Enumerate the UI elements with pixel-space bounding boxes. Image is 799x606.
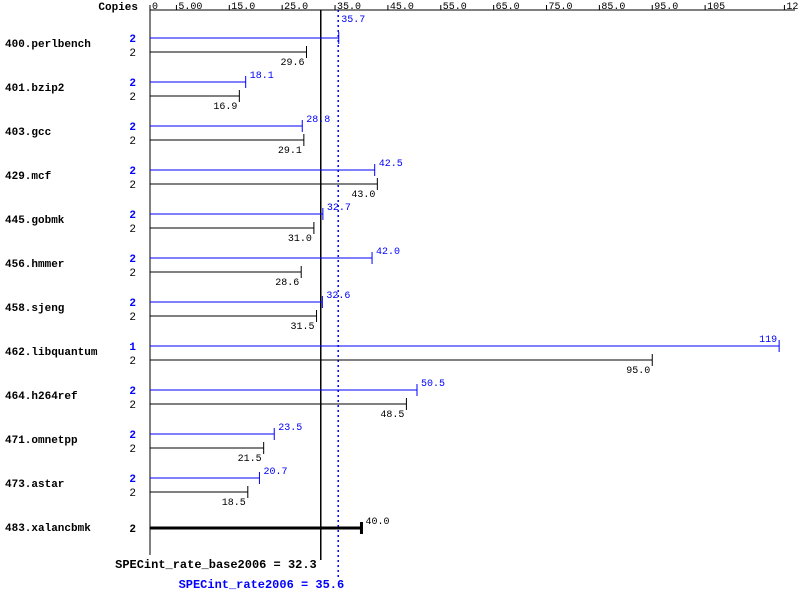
bar-value-label-peak: 20.7 <box>263 467 287 478</box>
copies-value-peak: 2 <box>129 122 136 134</box>
bar-value-label-peak: 28.8 <box>306 115 330 126</box>
x-tick-label: 25.0 <box>284 2 308 13</box>
x-tick-label: 120 <box>786 2 799 13</box>
bar-value-label-base: 16.9 <box>213 102 237 113</box>
bar-value-label-base: 29.6 <box>280 58 304 69</box>
bar-value-label-peak: 50.5 <box>421 379 445 390</box>
bar-value-label-peak: 23.5 <box>278 423 302 434</box>
bar-value-label-base: 18.5 <box>222 498 246 509</box>
spec-rate-chart: 0 5.00 15.0 25.0 35.0 45.0 55.0 65.0 75.0 85.0 95.… <box>0 0 799 606</box>
bar-value-label-base: 28.6 <box>275 278 299 289</box>
benchmark-label: 483.xalancbmk <box>5 523 91 535</box>
copies-value-base: 2 <box>129 488 136 500</box>
copies-value-base: 2 <box>129 136 136 148</box>
benchmark-label: 401.bzip2 <box>5 83 64 95</box>
copies-value-base: 2 <box>129 180 136 192</box>
copies-value-base: 2 <box>129 356 136 368</box>
bar-value-label-base: 31.5 <box>291 322 315 333</box>
copies-value-peak: 2 <box>129 34 136 46</box>
x-tick-label: 55.0 <box>443 2 467 13</box>
benchmark-label: 445.gobmk <box>5 215 65 227</box>
benchmark-label: 429.mcf <box>5 171 52 183</box>
bar-value-label-peak: 119 <box>759 335 777 346</box>
benchmark-label: 400.perlbench <box>5 39 91 51</box>
copies-value-peak: 2 <box>129 386 136 398</box>
bar-value-label-base: 29.1 <box>278 146 302 157</box>
copies-value-peak: 1 <box>129 342 136 354</box>
bar-value-label-peak: 32.6 <box>326 291 350 302</box>
copies-value-base: 2 <box>129 400 136 412</box>
bar-value-label-base: 31.0 <box>288 234 312 245</box>
copies-value-base: 2 <box>129 48 136 60</box>
copies-value-base: 2 <box>129 92 136 104</box>
bar-value-label-base: 95.0 <box>626 366 650 377</box>
copies-value-peak: 2 <box>129 166 136 178</box>
benchmark-label: 464.h264ref <box>5 391 78 403</box>
x-tick-label: 65.0 <box>496 2 520 13</box>
x-tick-label: 45.0 <box>390 2 414 13</box>
bar-value-label-base: 43.0 <box>351 190 375 201</box>
bar-value-label-peak: 42.5 <box>379 159 403 170</box>
copies-value: 2 <box>129 524 136 536</box>
benchmark-label: 473.astar <box>5 479 64 491</box>
ref-peak-label: SPECint_rate2006 = 35.6 <box>179 578 345 592</box>
benchmark-label: 403.gcc <box>5 127 51 139</box>
x-tick-label: 85.0 <box>601 2 625 13</box>
copies-header: Copies <box>98 2 138 14</box>
copies-value-base: 2 <box>129 224 136 236</box>
benchmark-label: 462.libquantum <box>5 347 98 359</box>
x-tick-label: 5.00 <box>178 2 202 13</box>
ref-base-label: SPECint_rate_base2006 = 32.3 <box>115 558 317 572</box>
bar-value-label: 40.0 <box>365 517 389 528</box>
copies-value-peak: 2 <box>129 210 136 222</box>
x-tick-label: 0 <box>152 2 158 13</box>
copies-value-base: 2 <box>129 444 136 456</box>
x-tick-label: 105 <box>707 2 725 13</box>
copies-value-peak: 2 <box>129 78 136 90</box>
x-tick-label: 15.0 <box>231 2 255 13</box>
copies-value-peak: 2 <box>129 298 136 310</box>
benchmark-label: 471.omnetpp <box>5 435 78 447</box>
benchmark-label: 456.hmmer <box>5 259 64 271</box>
benchmark-label: 458.sjeng <box>5 303 64 315</box>
bar-value-label-base: 48.5 <box>380 410 404 421</box>
x-tick-label: 35.0 <box>337 2 361 13</box>
copies-value-peak: 2 <box>129 474 136 486</box>
bar-value-label-base: 21.5 <box>238 454 262 465</box>
copies-value-peak: 2 <box>129 254 136 266</box>
copies-value-peak: 2 <box>129 430 136 442</box>
copies-value-base: 2 <box>129 268 136 280</box>
ref-peak-top-label: 35.7 <box>341 15 365 26</box>
x-tick-label: 95.0 <box>654 2 678 13</box>
bar-value-label-peak: 18.1 <box>250 71 274 82</box>
bar-value-label-peak: 32.7 <box>327 203 351 214</box>
bar-value-label-peak: 42.0 <box>376 247 400 258</box>
copies-value-base: 2 <box>129 312 136 324</box>
x-tick-label: 75.0 <box>549 2 573 13</box>
